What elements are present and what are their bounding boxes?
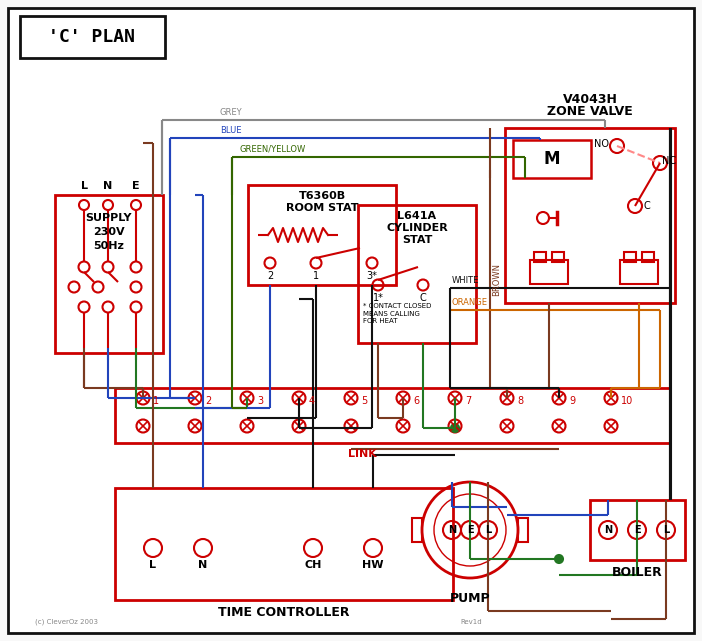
Text: ROOM STAT: ROOM STAT bbox=[286, 203, 358, 213]
Text: E: E bbox=[132, 181, 140, 191]
Bar bbox=[20, 16, 165, 58]
Text: T6360B: T6360B bbox=[298, 191, 345, 201]
Bar bbox=[534, 252, 546, 262]
Bar bbox=[248, 185, 396, 285]
Bar bbox=[412, 518, 422, 542]
Text: E: E bbox=[467, 525, 473, 535]
Text: WHITE: WHITE bbox=[452, 276, 479, 285]
Text: STAT: STAT bbox=[402, 235, 432, 245]
Bar bbox=[518, 518, 528, 542]
Text: (c) CleverOz 2003: (c) CleverOz 2003 bbox=[35, 619, 98, 625]
Text: PUMP: PUMP bbox=[450, 592, 490, 605]
Text: 3: 3 bbox=[257, 396, 263, 406]
Bar bbox=[530, 260, 568, 284]
Text: * CONTACT CLOSED
MEANS CALLING
FOR HEAT: * CONTACT CLOSED MEANS CALLING FOR HEAT bbox=[363, 303, 431, 324]
Text: 7: 7 bbox=[465, 396, 471, 406]
Text: 3*: 3* bbox=[366, 271, 378, 281]
Text: 1: 1 bbox=[153, 396, 159, 406]
Text: N: N bbox=[604, 525, 612, 535]
Text: V4043H: V4043H bbox=[562, 93, 618, 106]
Text: L641A: L641A bbox=[397, 211, 437, 221]
Bar bbox=[513, 140, 591, 178]
Bar bbox=[590, 500, 685, 560]
Text: SUPPLY
230V
50Hz: SUPPLY 230V 50Hz bbox=[86, 213, 132, 251]
Text: L: L bbox=[485, 525, 491, 535]
Text: 4: 4 bbox=[309, 396, 315, 406]
Circle shape bbox=[555, 555, 563, 563]
Circle shape bbox=[451, 424, 459, 432]
Text: 1*: 1* bbox=[373, 293, 383, 303]
Text: 'C' PLAN: 'C' PLAN bbox=[48, 28, 135, 46]
Text: BOILER: BOILER bbox=[611, 566, 663, 579]
Text: M: M bbox=[544, 150, 560, 168]
Bar bbox=[358, 205, 476, 343]
Text: HW: HW bbox=[362, 560, 384, 570]
Text: N: N bbox=[199, 560, 208, 570]
Text: NC: NC bbox=[662, 156, 676, 166]
Text: CH: CH bbox=[304, 560, 322, 570]
Text: C: C bbox=[420, 293, 426, 303]
Text: NO: NO bbox=[594, 139, 609, 149]
Text: 1: 1 bbox=[313, 271, 319, 281]
Text: 2: 2 bbox=[267, 271, 273, 281]
Bar bbox=[115, 388, 670, 443]
Text: L: L bbox=[150, 560, 157, 570]
Text: E: E bbox=[634, 525, 640, 535]
Text: C: C bbox=[643, 201, 650, 211]
Bar bbox=[55, 195, 163, 353]
Text: TIME CONTROLLER: TIME CONTROLLER bbox=[218, 606, 350, 619]
Text: N: N bbox=[103, 181, 112, 191]
Text: CYLINDER: CYLINDER bbox=[386, 223, 448, 233]
Text: ORANGE: ORANGE bbox=[452, 298, 488, 307]
Bar bbox=[620, 260, 658, 284]
Text: L: L bbox=[663, 525, 669, 535]
Text: 10: 10 bbox=[621, 396, 633, 406]
Text: BROWN: BROWN bbox=[492, 263, 501, 297]
Text: 2: 2 bbox=[205, 396, 211, 406]
Text: BLUE: BLUE bbox=[220, 126, 241, 135]
Text: 9: 9 bbox=[569, 396, 575, 406]
Text: 8: 8 bbox=[517, 396, 523, 406]
Text: GREY: GREY bbox=[220, 108, 243, 117]
Bar bbox=[624, 252, 636, 262]
Text: N: N bbox=[448, 525, 456, 535]
Bar bbox=[115, 488, 453, 600]
Bar bbox=[642, 252, 654, 262]
Text: GREEN/YELLOW: GREEN/YELLOW bbox=[240, 145, 306, 154]
Bar bbox=[505, 128, 675, 303]
Text: 5: 5 bbox=[361, 396, 367, 406]
Text: L: L bbox=[81, 181, 88, 191]
Text: ZONE VALVE: ZONE VALVE bbox=[547, 105, 633, 118]
Text: LINK: LINK bbox=[347, 449, 376, 459]
Text: 6: 6 bbox=[413, 396, 419, 406]
Text: Rev1d: Rev1d bbox=[460, 619, 482, 625]
Bar bbox=[552, 252, 564, 262]
